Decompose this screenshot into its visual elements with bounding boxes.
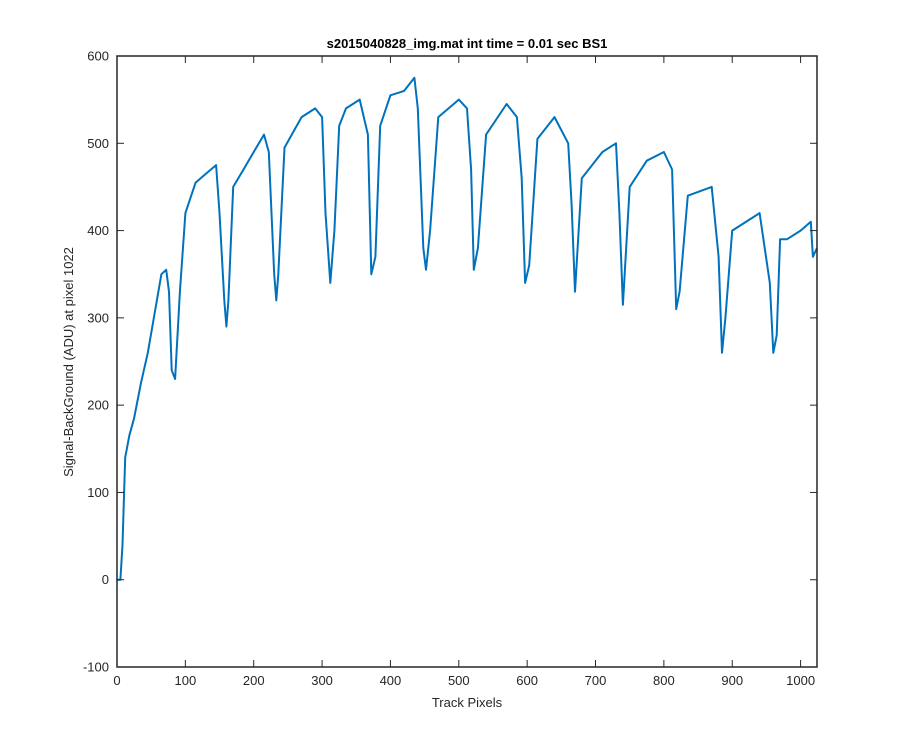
y-axis-label: Signal-BackGround (ADU) at pixel 1022	[61, 247, 76, 477]
x-tick-label: 800	[653, 673, 675, 688]
x-tick-label: 900	[721, 673, 743, 688]
y-tick-label: 400	[87, 223, 109, 238]
x-tick-label: 200	[243, 673, 265, 688]
x-tick-label: 300	[311, 673, 333, 688]
chart-title: s2015040828_img.mat int time = 0.01 sec …	[327, 36, 608, 51]
x-tick-label: 400	[380, 673, 402, 688]
axes-box	[116, 55, 818, 668]
x-tick-label: 100	[175, 673, 197, 688]
y-tick-label: 500	[87, 136, 109, 151]
y-tick-label: -100	[83, 660, 109, 675]
x-tick-label: 1000	[786, 673, 815, 688]
y-tick-label: 600	[87, 49, 109, 64]
x-tick-label: 700	[585, 673, 607, 688]
y-tick-label: 200	[87, 398, 109, 413]
plot-area: 0 100 200 300 400 500 600 700 800 900 1000 -100 0 100…	[83, 49, 818, 688]
x-tick-label: 500	[448, 673, 470, 688]
x-axis-label: Track Pixels	[432, 695, 503, 710]
y-tick-label: 0	[102, 572, 109, 587]
data-line	[117, 76, 818, 581]
x-tick-label: 600	[516, 673, 538, 688]
x-tick-label: 0	[113, 673, 120, 688]
y-tick-label: 300	[87, 310, 109, 325]
y-tick-label: 100	[87, 485, 109, 500]
